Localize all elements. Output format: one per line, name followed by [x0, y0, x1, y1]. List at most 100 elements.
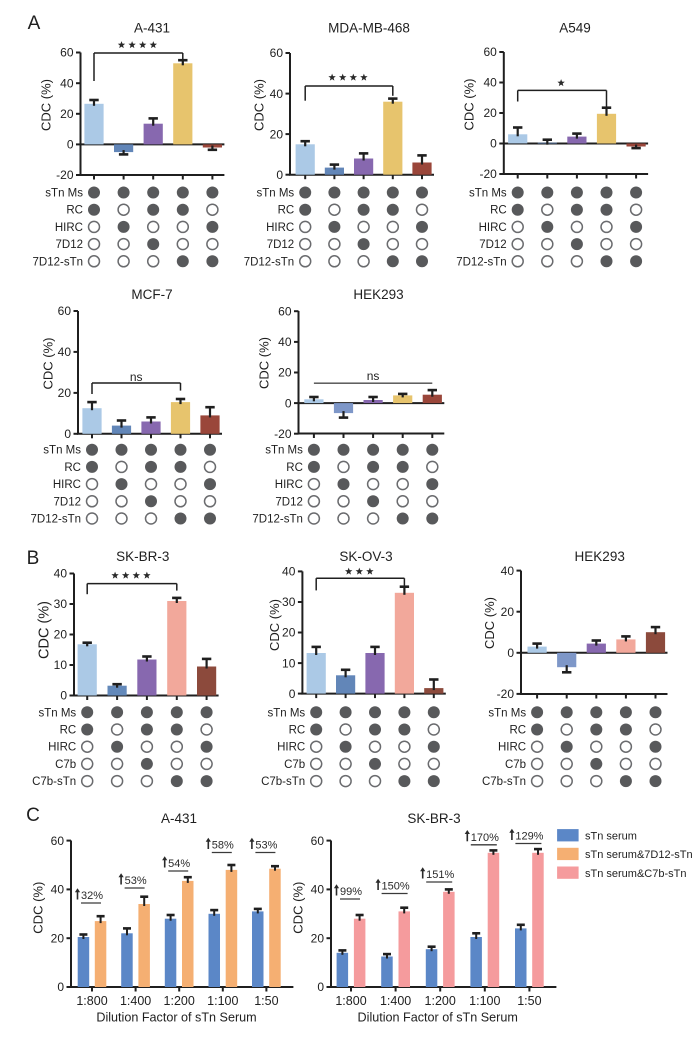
svg-text:20: 20: [483, 106, 497, 120]
svg-text:-20: -20: [479, 167, 497, 181]
svg-text:20: 20: [278, 366, 292, 380]
svg-text:RC: RC: [64, 462, 81, 474]
svg-text:60: 60: [483, 45, 497, 59]
svg-text:0: 0: [60, 689, 67, 703]
svg-text:40: 40: [51, 883, 65, 897]
svg-text:CDC (%): CDC (%): [31, 882, 46, 934]
svg-text:30: 30: [54, 597, 68, 611]
svg-text:Dilution Factor of sTn Serum: Dilution Factor of sTn Serum: [96, 1011, 256, 1025]
svg-text:SK-OV-3: SK-OV-3: [339, 549, 392, 564]
svg-text:C7b: C7b: [505, 759, 526, 771]
svg-text:20: 20: [311, 931, 325, 945]
svg-text:129%: 129%: [515, 831, 543, 843]
svg-text:CDC (%): CDC (%): [267, 599, 282, 651]
svg-text:A549: A549: [559, 21, 591, 36]
svg-text:A-431: A-431: [134, 21, 170, 36]
svg-text:7D12-sTn: 7D12-sTn: [244, 256, 295, 268]
svg-text:CDC (%): CDC (%): [36, 601, 52, 659]
svg-text:1:100: 1:100: [207, 994, 238, 1008]
svg-text:0: 0: [67, 138, 74, 152]
svg-text:CDC (%): CDC (%): [462, 79, 477, 131]
svg-text:30: 30: [282, 595, 296, 609]
svg-text:RC: RC: [66, 205, 83, 217]
svg-text:-20: -20: [56, 168, 74, 182]
svg-text:sTn Ms: sTn Ms: [469, 188, 507, 200]
svg-text:40: 40: [501, 564, 515, 578]
svg-text:HIRC: HIRC: [53, 479, 81, 491]
svg-text:1:100: 1:100: [469, 994, 500, 1008]
svg-text:HIRC: HIRC: [48, 742, 76, 754]
svg-text:20: 20: [282, 626, 296, 640]
svg-text:151%: 151%: [426, 869, 454, 881]
svg-text:7D12: 7D12: [275, 496, 303, 508]
svg-text:ns: ns: [130, 370, 143, 384]
svg-text:B: B: [27, 548, 40, 569]
svg-text:10: 10: [282, 656, 296, 670]
svg-text:0: 0: [57, 980, 64, 994]
svg-text:sTn serum: sTn serum: [585, 830, 637, 842]
svg-text:HIRC: HIRC: [277, 742, 305, 754]
svg-text:7D12: 7D12: [56, 239, 84, 251]
svg-text:7D12: 7D12: [479, 239, 507, 251]
svg-text:A: A: [28, 13, 41, 34]
svg-text:99%: 99%: [340, 886, 362, 898]
svg-text:60: 60: [311, 834, 325, 848]
svg-text:170%: 170%: [471, 832, 499, 844]
svg-text:53%: 53%: [255, 840, 277, 852]
svg-text:RC: RC: [286, 462, 303, 474]
svg-text:CDC (%): CDC (%): [257, 337, 272, 389]
svg-text:sTn Ms: sTn Ms: [43, 445, 81, 457]
svg-text:CDC (%): CDC (%): [39, 79, 54, 131]
svg-text:SK-BR-3: SK-BR-3: [116, 549, 169, 564]
svg-text:RC: RC: [278, 205, 295, 217]
svg-text:7D12: 7D12: [267, 239, 295, 251]
svg-text:sTn Ms: sTn Ms: [267, 707, 305, 719]
svg-text:1:400: 1:400: [120, 994, 151, 1008]
svg-text:HIRC: HIRC: [479, 222, 507, 234]
svg-text:Dilution Factor of sTn Serum: Dilution Factor of sTn Serum: [358, 1011, 518, 1025]
svg-text:58%: 58%: [212, 840, 234, 852]
svg-text:60: 60: [270, 46, 284, 60]
svg-text:1:50: 1:50: [517, 994, 541, 1008]
svg-text:0: 0: [64, 427, 71, 441]
svg-text:ns: ns: [367, 369, 380, 383]
svg-text:1:50: 1:50: [254, 994, 278, 1008]
svg-text:0: 0: [507, 646, 514, 660]
svg-text:40: 40: [282, 565, 296, 579]
svg-text:sTn Ms: sTn Ms: [488, 707, 526, 719]
svg-text:1:800: 1:800: [76, 994, 107, 1008]
svg-text:0: 0: [317, 980, 324, 994]
svg-text:CDC (%): CDC (%): [482, 597, 497, 649]
svg-text:-20: -20: [497, 687, 515, 701]
svg-text:32%: 32%: [81, 890, 103, 902]
svg-text:60: 60: [60, 46, 74, 60]
svg-text:1:800: 1:800: [335, 994, 366, 1008]
svg-text:20: 20: [51, 931, 65, 945]
svg-text:0: 0: [289, 687, 296, 701]
svg-text:1:400: 1:400: [380, 994, 411, 1008]
svg-text:HIRC: HIRC: [275, 479, 303, 491]
svg-text:HEK293: HEK293: [353, 287, 403, 302]
svg-text:150%: 150%: [382, 881, 410, 893]
svg-text:40: 40: [60, 76, 74, 90]
svg-text:7D12-sTn: 7D12-sTn: [456, 256, 507, 268]
svg-text:40: 40: [311, 883, 325, 897]
svg-text:60: 60: [58, 304, 72, 318]
svg-text:sTn Ms: sTn Ms: [45, 188, 83, 200]
svg-text:HEK293: HEK293: [575, 549, 625, 564]
svg-text:sTn Ms: sTn Ms: [256, 188, 294, 200]
svg-text:C7b: C7b: [55, 759, 76, 771]
svg-text:40: 40: [54, 567, 68, 581]
svg-text:20: 20: [501, 605, 515, 619]
svg-text:40: 40: [270, 87, 284, 101]
svg-text:7D12-sTn: 7D12-sTn: [31, 514, 82, 526]
svg-text:RC: RC: [490, 205, 507, 217]
svg-text:40: 40: [483, 76, 497, 90]
svg-text:sTn serum&C7b-sTn: sTn serum&C7b-sTn: [585, 868, 686, 880]
svg-text:C7b-sTn: C7b-sTn: [32, 776, 76, 788]
svg-text:7D12-sTn: 7D12-sTn: [33, 256, 84, 268]
svg-text:HIRC: HIRC: [266, 222, 294, 234]
svg-text:40: 40: [58, 345, 72, 359]
svg-text:-20: -20: [274, 427, 292, 441]
svg-text:SK-BR-3: SK-BR-3: [407, 811, 460, 826]
